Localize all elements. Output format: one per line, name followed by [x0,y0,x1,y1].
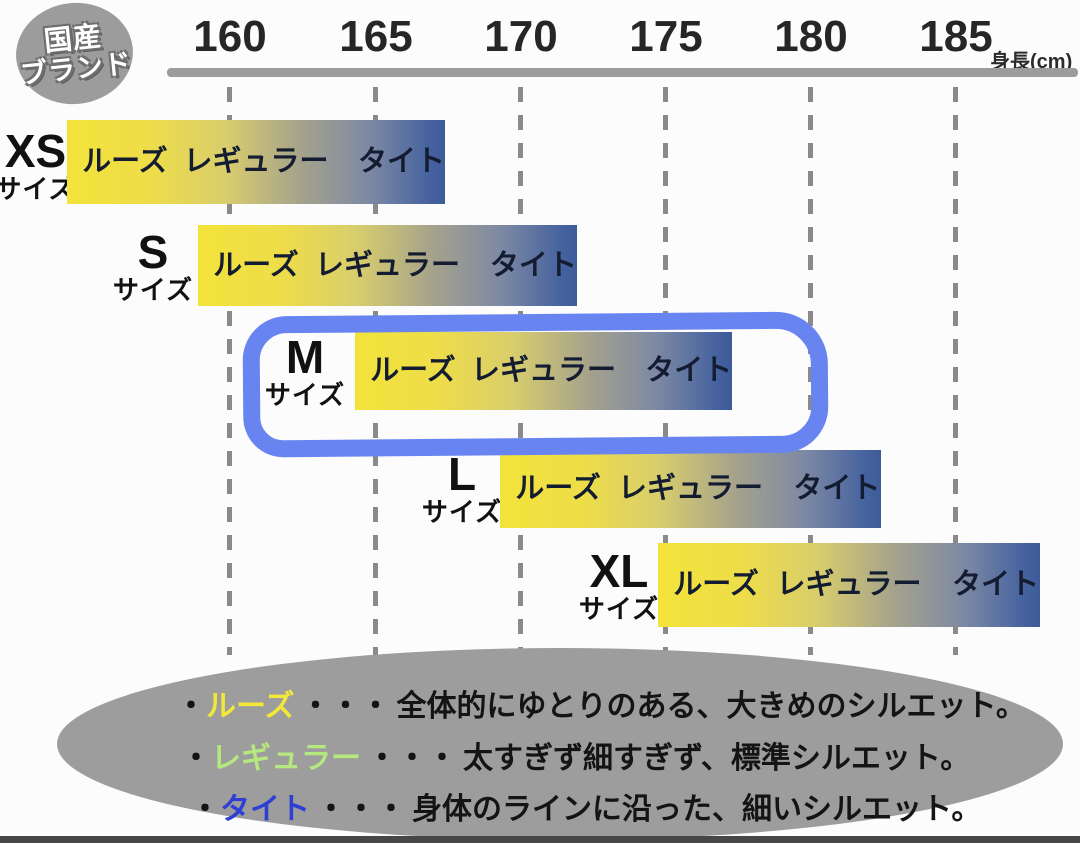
legend-item-loose: ・ルーズ ・・・ 全体的にゆとりのある、大きめのシルエット。 [176,681,1026,725]
axis-line [167,68,1078,77]
axis-tick-180: 180 [774,12,848,61]
legend-bullet: ・ [190,793,220,826]
size-suffix-xs: サイズ [0,174,76,204]
segment-regular-l: レギュラー [617,472,764,505]
gridline-185 [953,87,958,655]
size-bar-m: ルーズ レギュラー タイト [355,332,732,410]
size-label-xl: XL サイズ [563,548,675,624]
legend-desc-loose: 全体的にゆとりのある、大きめのシルエット。 [396,690,1026,723]
segment-loose-s: ルーズ [213,249,299,282]
legend-dots: ・・・ [367,742,457,775]
segment-regular-xl: レギュラー [776,568,922,601]
size-suffix-l: サイズ [421,497,503,527]
size-label-xs: XS サイズ [0,128,83,204]
segment-tight-s: タイト [489,249,577,282]
legend-item-regular: ・レギュラー ・・・ 太すぎず細すぎず、標準シルエット。 [181,733,970,777]
segment-tight-xl: タイト [952,568,1040,601]
segment-loose-l: ルーズ [515,472,601,505]
gridline-180 [808,87,813,655]
legend-desc-regular: 太すぎず細すぎず、標準シルエット。 [463,742,971,775]
legend-ellipse [57,648,1063,840]
legend-item-tight: ・タイト ・・・ 身体のラインに沿った、細いシルエット。 [190,784,981,828]
segment-tight-l: タイト [793,472,881,505]
size-bar-xs: ルーズ レギュラー タイト [67,120,445,204]
legend-term-tight: タイト [220,793,310,826]
segment-loose-xs: ルーズ [82,145,168,178]
legend-term-regular: レギュラー [211,742,361,775]
axis-unit-label: 身長(cm) [990,51,1073,73]
legend-term-loose: ルーズ [206,690,295,723]
size-letter-xs: XS [4,125,67,177]
legend-bullet: ・ [176,690,206,723]
size-suffix-xl: サイズ [578,594,660,624]
segment-loose-xl: ルーズ [673,568,759,601]
legend-bullet: ・ [181,742,211,775]
segment-loose-m: ルーズ [370,354,456,387]
size-letter-s: S [137,226,169,278]
segment-regular-m: レギュラー [470,354,617,387]
size-letter-m: M [285,331,325,383]
size-label-m: M サイズ [250,331,360,410]
bottom-border-bar [0,836,1080,843]
size-suffix-m: サイズ [264,380,346,410]
axis-tick-170: 170 [484,12,558,61]
axis-tick-160: 160 [193,12,267,61]
size-label-l: L サイズ [407,448,517,527]
segment-tight-m: タイト [645,354,733,387]
brand-badge: 国産 ブランド [11,0,138,110]
axis-tick-175: 175 [629,12,703,61]
size-bar-l: ルーズ レギュラー タイト [500,450,881,528]
axis-tick-165: 165 [339,12,413,61]
segment-regular-xs: レギュラー [183,145,329,178]
segment-tight-xs: タイト [358,145,446,178]
size-label-s: S サイズ [98,226,208,305]
brand-badge-line2: ブランド [18,47,134,90]
size-bar-xl: ルーズ レギュラー タイト [658,543,1040,627]
gridline-160 [227,87,232,655]
legend-desc-tight: 身体のラインに沿った、細いシルエット。 [412,793,982,826]
size-letter-l: L [447,448,477,500]
size-letter-xl: XL [589,545,649,597]
size-bar-s: ルーズ レギュラー タイト [198,225,577,306]
legend-dots: ・・・ [316,793,406,826]
m-size-highlight-outline [242,311,829,458]
size-suffix-s: サイズ [112,275,194,305]
segment-regular-s: レギュラー [314,249,461,282]
legend-dots: ・・・ [300,690,391,723]
axis-tick-185: 185 [919,12,993,61]
